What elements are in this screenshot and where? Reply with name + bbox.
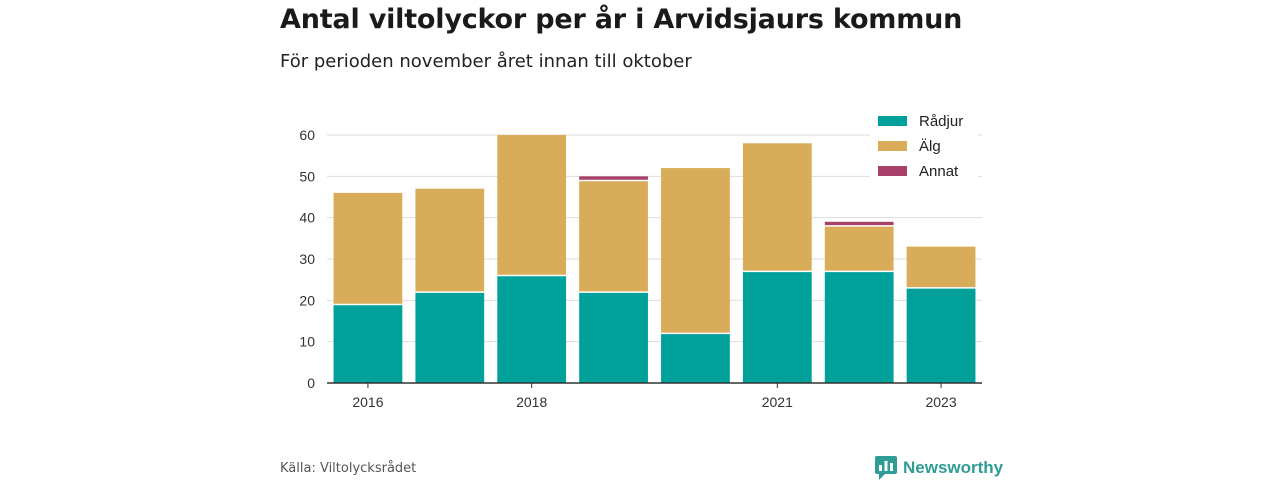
bar-rådjur-2018[interactable]	[497, 275, 567, 383]
x-tick-label: 2016	[352, 394, 383, 410]
bar-älg-2016[interactable]	[333, 192, 403, 305]
source-note: Källa: Viltolycksrådet	[280, 461, 417, 476]
bar-rådjur-2020[interactable]	[661, 333, 730, 383]
bar-rådjur-2019[interactable]	[579, 292, 648, 383]
bar-älg-2022[interactable]	[824, 225, 894, 272]
x-tick-label: 2018	[516, 394, 547, 410]
chart-title: Antal viltolyckor per år i Arvidsjaurs k…	[280, 4, 963, 35]
y-tick-label: 60	[299, 127, 315, 143]
legend-label: Annat	[919, 163, 959, 180]
bar-älg-2018[interactable]	[497, 135, 567, 276]
bar-rådjur-2021[interactable]	[742, 271, 812, 383]
legend-swatch-rådjur	[878, 116, 907, 126]
bar-älg-2023[interactable]	[906, 246, 976, 288]
x-tick-label: 2023	[925, 394, 956, 410]
legend-label: Rådjur	[919, 113, 963, 130]
legend-label: Älg	[919, 138, 941, 155]
y-tick-label: 10	[299, 334, 315, 350]
legend-swatch-annat	[878, 166, 907, 176]
bar-annat-2022[interactable]	[824, 221, 894, 226]
bars	[333, 135, 976, 383]
brand[interactable]: Newsworthy	[875, 456, 1003, 480]
bar-rådjur-2023[interactable]	[906, 287, 976, 383]
y-tick-label: 0	[307, 375, 315, 391]
bar-älg-2019[interactable]	[579, 180, 648, 293]
bar-rådjur-2017[interactable]	[415, 292, 485, 383]
bar-rådjur-2022[interactable]	[824, 271, 894, 383]
bar-annat-2019[interactable]	[579, 176, 648, 181]
bar-älg-2021[interactable]	[742, 143, 812, 272]
chart-subtitle: För perioden november året innan till ok…	[280, 51, 692, 72]
y-tick-label: 50	[299, 168, 315, 184]
bar-rådjur-2016[interactable]	[333, 304, 403, 383]
bar-älg-2017[interactable]	[415, 188, 485, 293]
y-tick-label: 40	[299, 210, 315, 226]
legend: Rådjur Älg Annat	[870, 106, 978, 185]
x-axis-ticks: 2016 2018 2021 2023	[352, 383, 957, 410]
y-tick-label: 20	[299, 292, 315, 308]
y-axis-ticks: 0 10 20 30 40 50 60	[299, 127, 315, 391]
y-tick-label: 30	[299, 251, 315, 267]
x-tick-label: 2021	[762, 394, 793, 410]
legend-swatch-älg	[878, 141, 907, 151]
bar-älg-2020[interactable]	[661, 168, 730, 334]
brand-name: Newsworthy	[903, 458, 1004, 477]
newsworthy-logo-icon	[875, 456, 897, 480]
